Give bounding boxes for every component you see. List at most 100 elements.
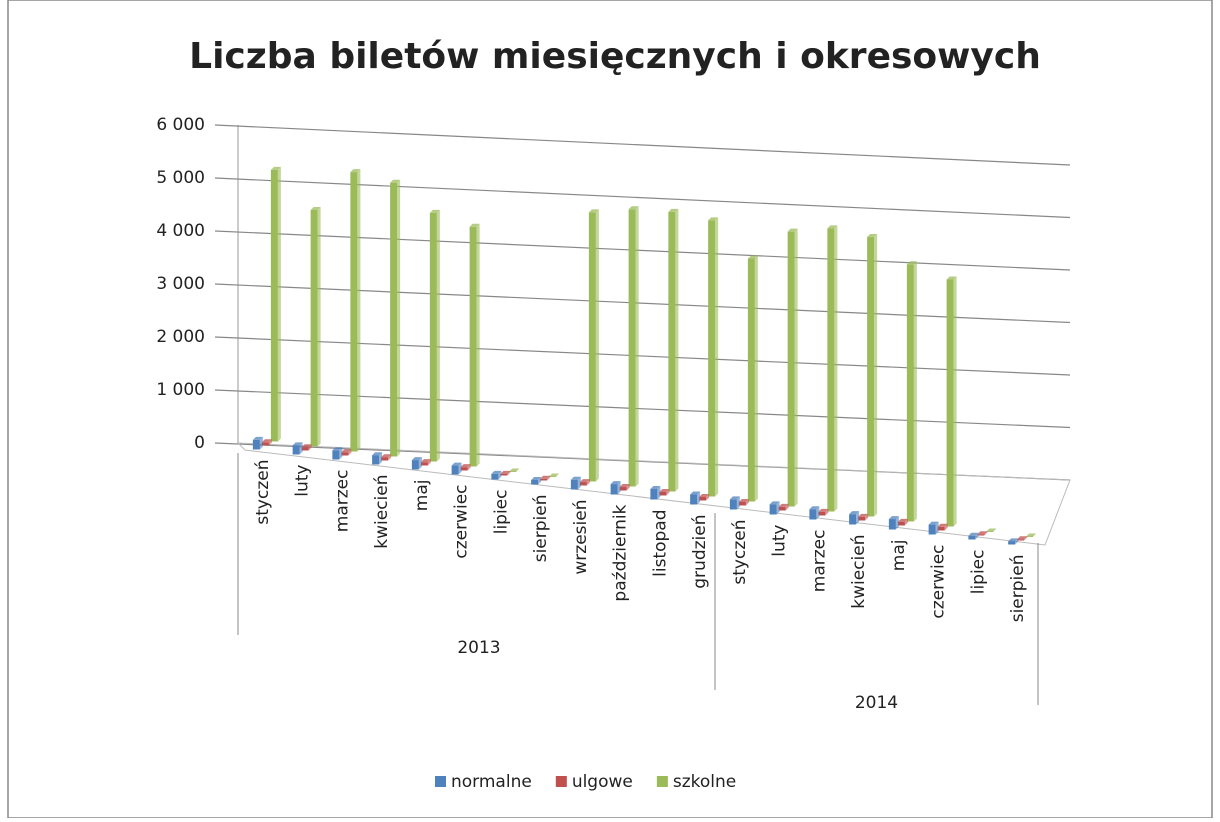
bar-top (729, 496, 740, 500)
bar-side (277, 166, 281, 442)
bar-side (498, 470, 502, 480)
bar-top (350, 169, 361, 173)
bar-top (858, 513, 869, 517)
bar-side (577, 476, 581, 490)
bar-top (261, 439, 272, 443)
bar-top (818, 508, 829, 512)
bar (778, 506, 786, 511)
bar-top (381, 454, 392, 458)
bar-top (531, 476, 542, 480)
x-tick-label: kwiecień (849, 535, 869, 609)
bar-side (944, 523, 948, 531)
bar (867, 237, 875, 517)
x-tick-label: maj (412, 480, 432, 512)
bar-side (816, 506, 820, 520)
bar (390, 182, 398, 457)
bar-side (379, 452, 383, 465)
bar (937, 526, 945, 531)
bar-top (500, 470, 511, 474)
x-tick-label: sierpień (531, 495, 551, 563)
bar-top (650, 486, 661, 490)
bar-side (308, 444, 312, 451)
bar-side (736, 496, 740, 510)
bar-side (825, 508, 829, 516)
bar-top (460, 464, 471, 468)
bar-side (745, 498, 749, 506)
bar-top (540, 475, 551, 479)
bar-top (570, 476, 581, 480)
bar-top (619, 484, 630, 488)
bar-top (659, 489, 670, 493)
bar-top (787, 228, 798, 232)
x-tick-label: styczeń (253, 460, 273, 525)
bar (460, 467, 468, 471)
bar-top (897, 518, 908, 522)
x-tick-label: październik (611, 504, 631, 601)
bar-top (310, 207, 321, 210)
bar (491, 473, 499, 480)
bar-side (706, 493, 710, 501)
bar-side (913, 261, 917, 522)
bar (570, 479, 578, 490)
bar-side (776, 501, 780, 515)
bar-side (427, 459, 431, 466)
bar (699, 496, 707, 501)
bar (350, 172, 358, 452)
bar-top (747, 255, 758, 259)
y-tick-label: 0 (194, 433, 205, 453)
legend-label: ulgowe (572, 772, 633, 792)
bar (1008, 541, 1016, 545)
bar (579, 482, 587, 486)
bar (381, 457, 389, 461)
bar (500, 473, 508, 476)
bar (747, 258, 755, 502)
bar-side (834, 225, 838, 512)
legend-swatch (656, 776, 668, 787)
bar-side (874, 234, 878, 517)
x-tick-label: luty (293, 465, 313, 497)
bar-side (666, 489, 670, 496)
bar-side (339, 447, 343, 460)
bar (531, 479, 539, 485)
bar-top (252, 436, 263, 440)
bar-top (699, 493, 710, 497)
bar-side (657, 486, 661, 500)
bar-side (984, 531, 988, 536)
x-tick-label: czerwiec (452, 485, 472, 559)
bar (897, 521, 905, 526)
bar-top (429, 209, 440, 213)
bar (261, 442, 269, 446)
bar-side (259, 436, 263, 450)
bar-side (317, 207, 321, 447)
bar-top (451, 462, 462, 466)
bar (628, 209, 636, 487)
bar-top (906, 261, 917, 265)
bar-top (1008, 538, 1019, 542)
x-tick-label: czerwiec (929, 545, 949, 619)
bar-side (586, 479, 590, 486)
bar-top (937, 523, 948, 527)
bar (429, 212, 437, 462)
bar-top (390, 179, 401, 183)
bar-side (397, 179, 401, 457)
bar-side (357, 169, 361, 452)
group-label: 2013 (457, 638, 500, 658)
bar-side (617, 481, 621, 495)
x-tick-label: maj (889, 540, 909, 572)
legend-label: normalne (451, 772, 532, 792)
bar-side (348, 449, 352, 456)
bar-top (977, 531, 988, 535)
bar (986, 531, 994, 532)
bar-top (579, 479, 590, 483)
bar (270, 169, 278, 442)
bar (332, 450, 340, 460)
bar (946, 279, 954, 527)
y-tick-label: 4 000 (156, 221, 205, 241)
bar-top (968, 532, 979, 536)
bar-top (270, 166, 281, 170)
bar-top (628, 206, 639, 210)
bar-top (1026, 533, 1037, 537)
bar (549, 476, 557, 477)
bar-side (538, 476, 542, 485)
bar-side (458, 462, 462, 475)
